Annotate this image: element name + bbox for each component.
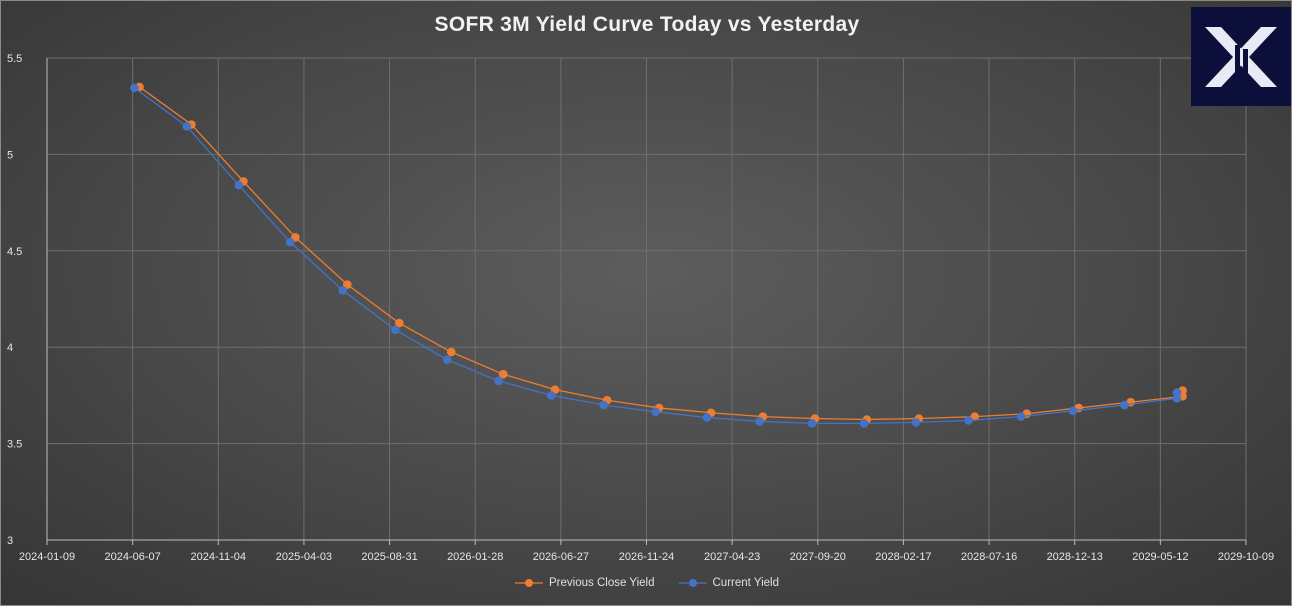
previous-data-point [446, 347, 456, 357]
current-data-point [964, 416, 973, 425]
legend-item-current[interactable]: Current Yield [678, 577, 779, 589]
previous-legend-marker-icon [515, 579, 544, 587]
x-tick-label: 2025-08-31 [361, 551, 417, 563]
current-data-point [494, 376, 503, 386]
x-tick-label: 2024-11-04 [191, 551, 246, 563]
x-tick-labels: 2024-01-09 2024-06-07 2024-11-04 2025-04-03… [19, 551, 1274, 563]
current-data-point [234, 180, 244, 190]
current-data-point [442, 355, 452, 365]
legend: Previous Close Yield Current Yield [1, 577, 1291, 589]
current-series-line [133, 87, 1177, 425]
current-data-point [755, 417, 764, 426]
previous-series [135, 82, 1187, 424]
current-series [130, 83, 1182, 428]
current-data-point [807, 419, 817, 428]
current-data-point [702, 413, 712, 422]
current-data-point [911, 418, 921, 427]
y-tick-labels: 3 3.5 4 4.5 5 5.5 [7, 53, 22, 547]
series-group [130, 82, 1187, 428]
x-tick-label: 2028-12-13 [1047, 551, 1103, 563]
y-tick-label: 5.5 [7, 53, 22, 65]
legend-item-previous[interactable]: Previous Close Yield [515, 577, 655, 589]
legend-label-current: Current Yield [712, 577, 779, 589]
x-tick-label: 2026-11-24 [619, 551, 674, 563]
grid-lines [47, 57, 1247, 540]
current-data-point [338, 286, 348, 295]
current-data-point [859, 419, 869, 428]
y-tick-label: 3 [7, 535, 13, 547]
x-tick-label: 2026-06-27 [533, 551, 589, 563]
current-data-point [1016, 412, 1026, 421]
current-data-point [285, 237, 295, 247]
current-data-point [130, 83, 139, 93]
current-data-point [1172, 388, 1182, 397]
previous-data-point [498, 369, 508, 379]
current-data-point [546, 391, 556, 400]
current-legend-dot [688, 579, 697, 587]
y-tick-label: 5 [7, 149, 13, 161]
x-tick-label: 2026-01-28 [447, 551, 503, 563]
chart-title: SOFR 3M Yield Curve Today vs Yesterday [434, 13, 860, 36]
y-tick-label: 4.5 [7, 246, 22, 258]
x-logo-icon [1205, 27, 1277, 87]
current-legend-marker-icon [678, 579, 707, 587]
x-tick-label: 2029-05-12 [1132, 551, 1188, 563]
y-tick-label: 3.5 [7, 439, 22, 451]
current-data-point [1120, 400, 1129, 410]
legend-label-previous: Previous Close Yield [549, 577, 655, 589]
x-tick-label: 2027-09-20 [790, 551, 846, 563]
x-tick-label: 2028-02-17 [875, 551, 931, 563]
x-tick-label: 2027-04-23 [704, 551, 760, 563]
current-data-point [599, 400, 608, 410]
previous-series-line [139, 86, 1183, 421]
x-tick-label: 2029-10-09 [1218, 551, 1274, 563]
x-tick-label: 2024-01-09 [19, 551, 75, 563]
current-data-point [1068, 406, 1078, 416]
previous-data-point [343, 280, 352, 289]
previous-data-point [970, 412, 980, 421]
x-tick-label: 2025-04-03 [276, 551, 332, 563]
x-tick-label: 2024-06-07 [105, 551, 161, 563]
axes [46, 58, 1247, 545]
previous-legend-dot [525, 579, 534, 587]
current-data-point [390, 325, 400, 335]
current-data-point [651, 407, 660, 417]
current-data-point [182, 122, 192, 131]
x-tick-label: 2028-07-16 [961, 551, 1017, 563]
y-tick-label: 4 [7, 342, 13, 354]
brand-logo [1191, 7, 1291, 106]
previous-data-point [394, 318, 404, 328]
